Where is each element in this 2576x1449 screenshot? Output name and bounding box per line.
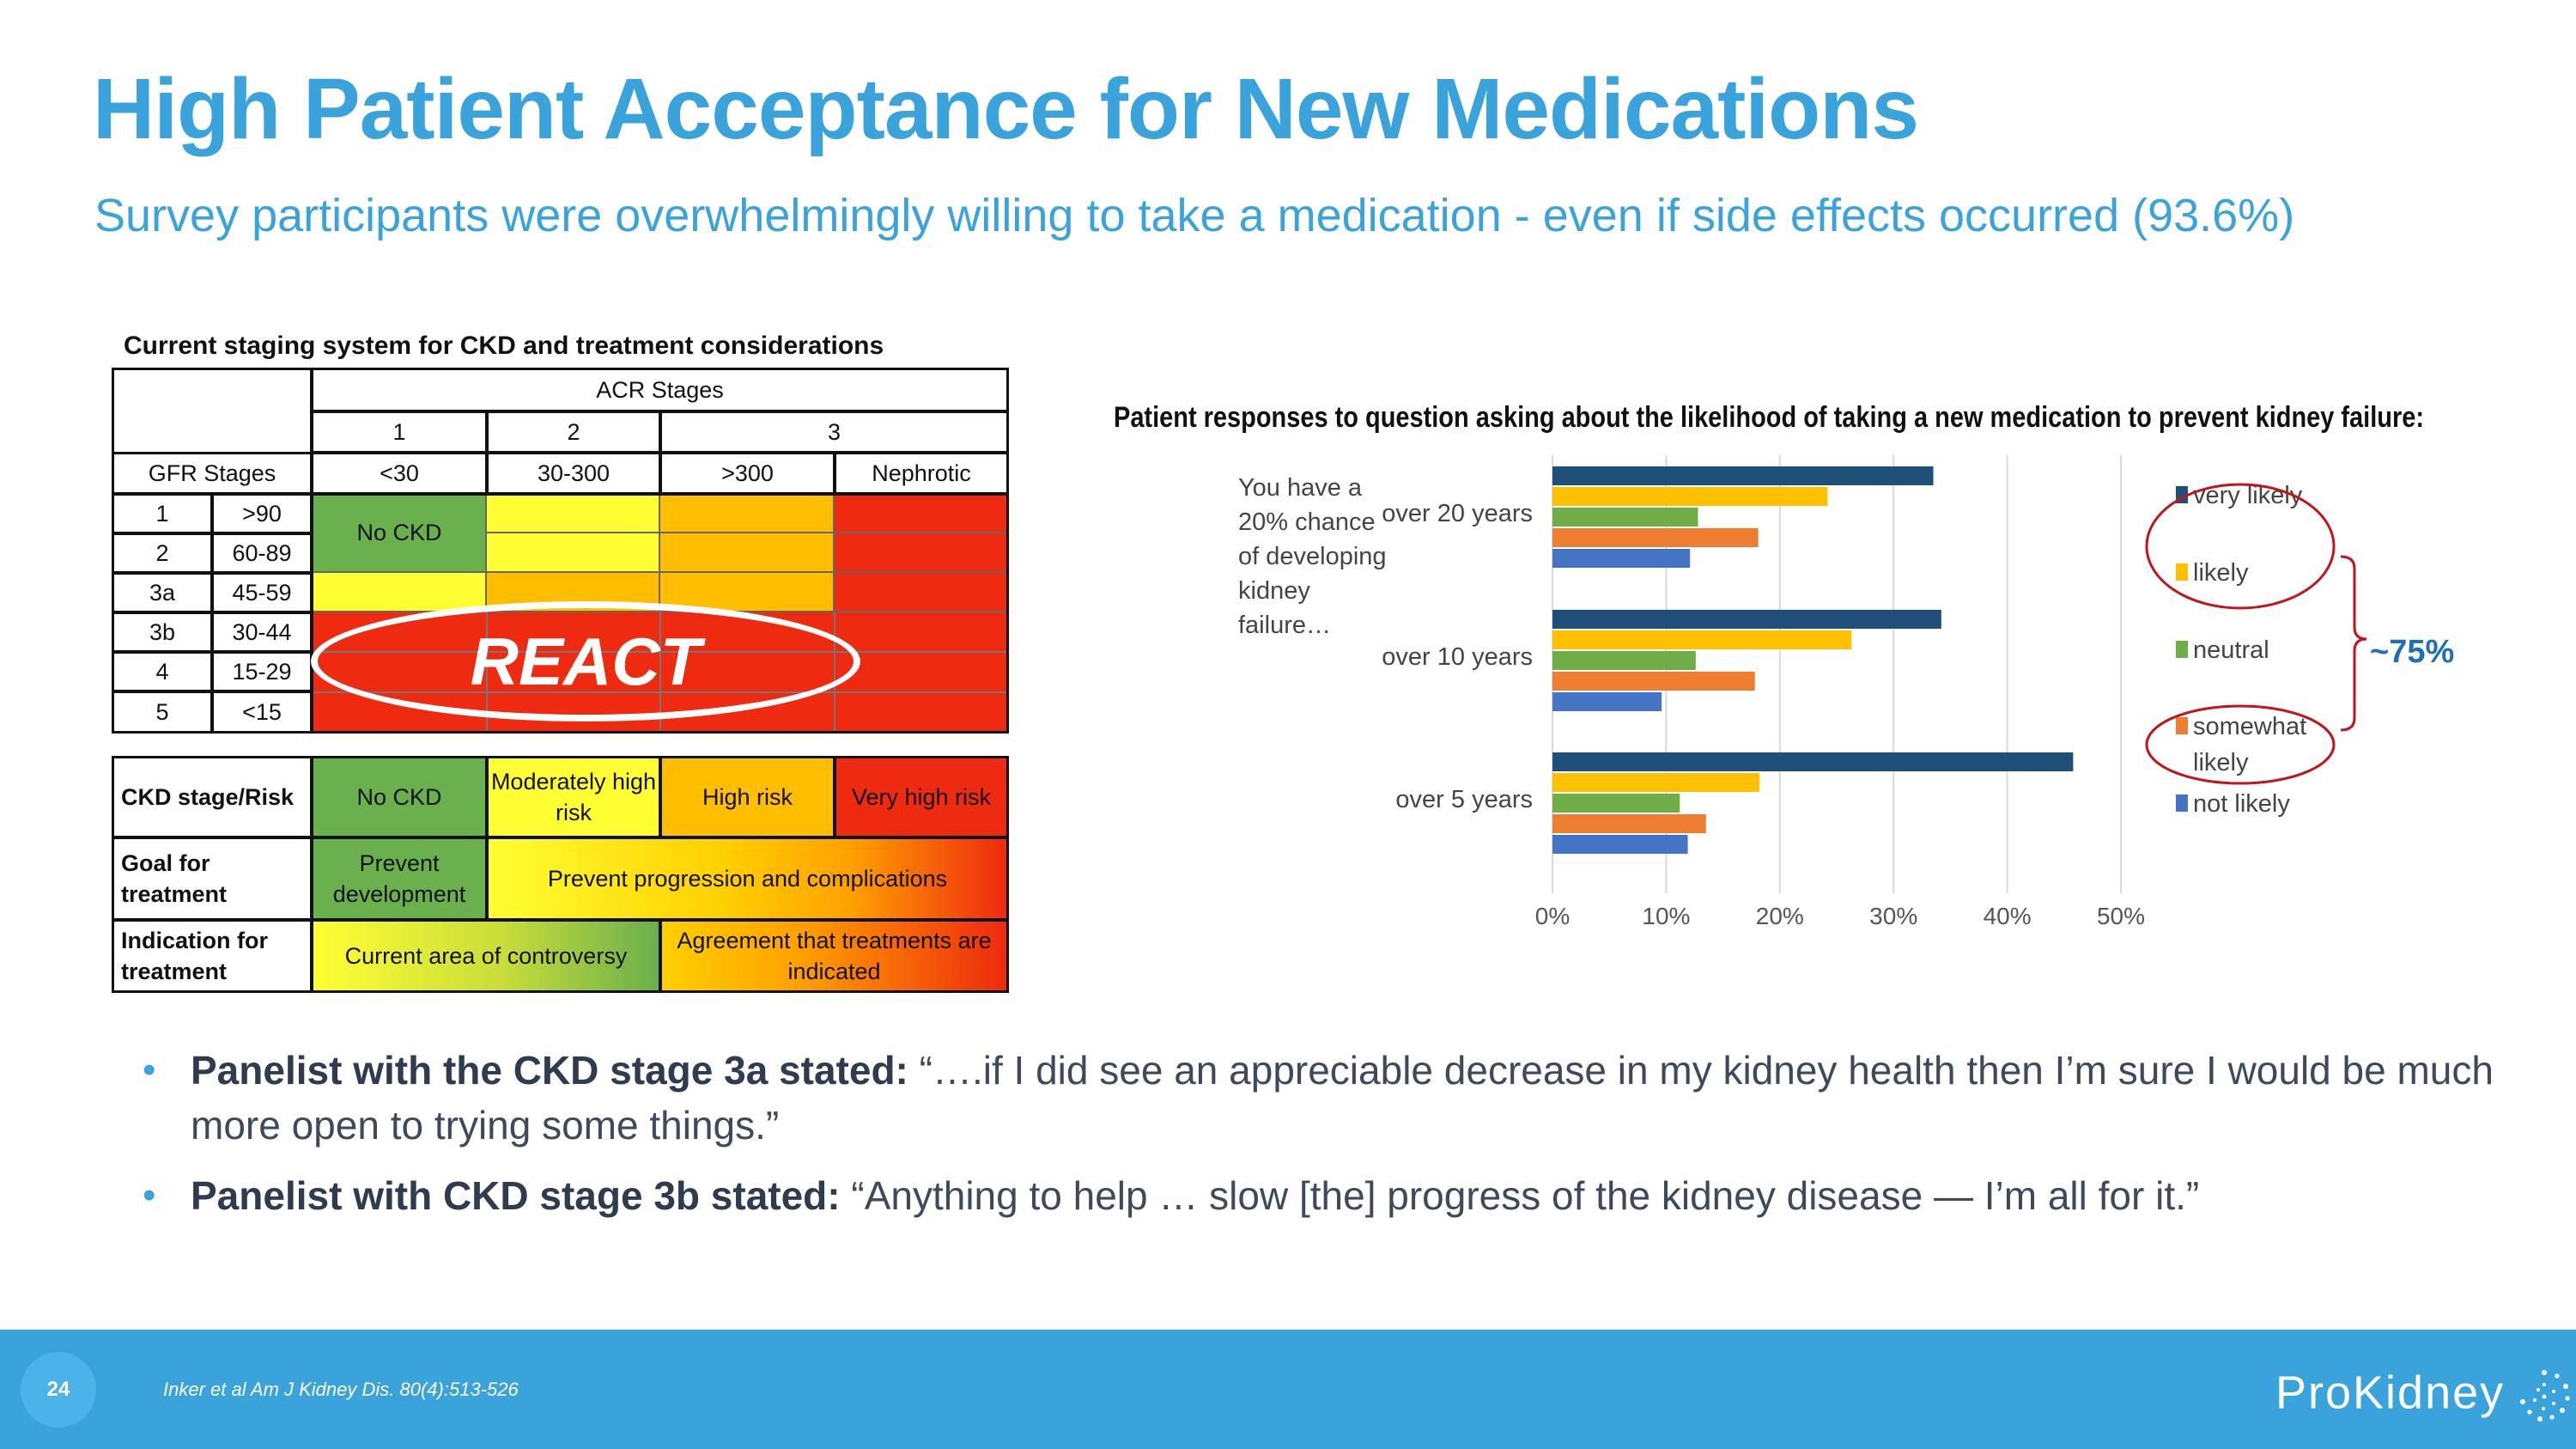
gfr-stage-3b: 3b — [112, 612, 213, 653]
bar — [1552, 487, 1828, 506]
page-number: 24 — [21, 1352, 96, 1428]
bullet-bold: Panelist with CKD stage 3b stated: — [191, 1173, 841, 1218]
slide-title: High Patient Acceptance for New Medicati… — [93, 61, 1919, 157]
bullet-dot: • — [143, 1174, 156, 1216]
gfr-stage-4: 4 — [112, 651, 213, 692]
x-tick-label: 50% — [2097, 903, 2145, 929]
gfr-range-1: >90 — [211, 493, 313, 534]
highlight-oval — [2145, 483, 2336, 610]
acr-range-2: 30-300 — [486, 452, 661, 495]
gfr-range-5: <15 — [211, 691, 313, 734]
legend-swatch — [2176, 717, 2188, 734]
heat-cell-no-ckd: No CKD — [313, 493, 486, 572]
gfr-range-2: 60-89 — [211, 533, 313, 574]
heat-cell — [486, 533, 659, 572]
gfr-range-4: 15-29 — [211, 651, 313, 692]
footer-bar — [0, 1330, 2576, 1449]
percentage-callout: ~75% — [2370, 634, 2455, 670]
logo-starburst-icon — [2520, 1370, 2570, 1422]
bar — [1552, 773, 1759, 792]
prokidney-logo: ProKidney — [2275, 1366, 2574, 1426]
legend-label: not likely — [2193, 790, 2290, 818]
bar — [1552, 752, 2074, 771]
gfr-stage-5: 5 — [112, 691, 213, 734]
gfr-range-3b: 30-44 — [211, 612, 313, 653]
bar — [1552, 794, 1680, 813]
highlight-oval — [2145, 704, 2336, 785]
acr-range-4: Nephrotic — [834, 452, 1009, 495]
indication-controversy: Current area of controversy — [311, 919, 661, 993]
risk-very-high: Very high risk — [834, 756, 1009, 838]
x-tick-label: 30% — [1869, 903, 1917, 929]
legend-swatch — [2176, 641, 2188, 658]
gfr-stage-1: 1 — [112, 493, 213, 534]
bar — [1552, 651, 1696, 670]
legend-swatch — [2176, 563, 2188, 581]
staging-table-title: Current staging system for CKD and treat… — [124, 332, 884, 360]
indication-header: Indication for treatment — [112, 919, 313, 993]
bar — [1552, 630, 1852, 649]
bullet-quote: “….if I did see an appreciable decrease … — [191, 1048, 2494, 1148]
acr-stage-3: 3 — [659, 411, 1009, 454]
gfr-stage-3a: 3a — [112, 572, 213, 613]
react-label: REACT — [470, 623, 702, 699]
heat-map-border — [311, 493, 1009, 734]
chart-title: Patient responses to question asking abo… — [1114, 401, 2424, 434]
risk-header: CKD stage/Risk — [112, 756, 313, 838]
bullet-bold: Panelist with the CKD stage 3a stated: — [191, 1048, 908, 1093]
bullet-quote: “Anything to help … slow [the] progress … — [840, 1173, 2200, 1218]
risk-high: High risk — [659, 756, 835, 838]
x-tick-label: 40% — [1984, 903, 2032, 929]
x-tick-label: 10% — [1642, 903, 1690, 929]
acr-stage-2: 2 — [486, 411, 661, 454]
goal-header: Goal for treatment — [112, 837, 313, 921]
bar — [1552, 610, 1941, 629]
heat-cell — [659, 533, 834, 572]
risk-no-ckd: No CKD — [311, 756, 488, 838]
chart-annotation: You have a 20% chance of developing kidn… — [1238, 474, 1387, 639]
risk-moderately-high: Moderately high risk — [486, 756, 661, 838]
acr-range-1: <30 — [311, 452, 488, 495]
bar — [1552, 528, 1759, 547]
heat-cell — [834, 533, 1007, 572]
bullet-dot: • — [143, 1049, 156, 1091]
legend-label: somewhat — [2193, 713, 2306, 740]
legend-label: likely — [2193, 559, 2249, 587]
legend-label: likely — [2193, 749, 2249, 776]
gfr-header: GFR Stages — [112, 452, 313, 495]
bar — [1552, 835, 1688, 854]
category-label: over 5 years — [1395, 786, 1533, 813]
category-label: over 10 years — [1382, 643, 1533, 671]
react-ellipse: REACT — [311, 601, 860, 721]
bar — [1552, 508, 1698, 527]
citation: Inker et al Am J Kidney Dis. 80(4):513-5… — [163, 1379, 519, 1400]
heat-cell — [834, 572, 1007, 612]
slide-subtitle: Survey participants were overwhelmingly … — [94, 190, 2295, 241]
brace — [2340, 555, 2367, 732]
x-tick-label: 0% — [1535, 903, 1570, 929]
legend-label: very likely — [2193, 482, 2303, 509]
bar — [1552, 466, 1934, 485]
gfr-stage-2: 2 — [112, 533, 213, 574]
bar — [1552, 549, 1691, 568]
heat-cell — [313, 572, 486, 612]
likelihood-bar-chart: Patient responses to question asking abo… — [1114, 401, 2424, 929]
goal-prevent-progression: Prevent progression and complications — [486, 837, 1009, 921]
logo-text: ProKidney — [2275, 1367, 2506, 1419]
category-label: over 20 years — [1382, 500, 1533, 527]
bar — [1552, 814, 1706, 833]
acr-header: ACR Stages — [311, 368, 1009, 412]
acr-range-3: >300 — [659, 452, 835, 495]
gfr-range-3a: 45-59 — [211, 572, 313, 613]
goal-prevent-development: Prevent development — [311, 837, 488, 921]
acr-stage-1: 1 — [311, 411, 488, 454]
legend-label: neutral — [2193, 636, 2269, 664]
x-tick-label: 20% — [1756, 903, 1804, 929]
indication-agreement: Agreement that treatments are indicated — [659, 919, 1009, 993]
bar — [1552, 692, 1662, 711]
bar — [1552, 672, 1755, 691]
legend-swatch — [2176, 795, 2188, 812]
